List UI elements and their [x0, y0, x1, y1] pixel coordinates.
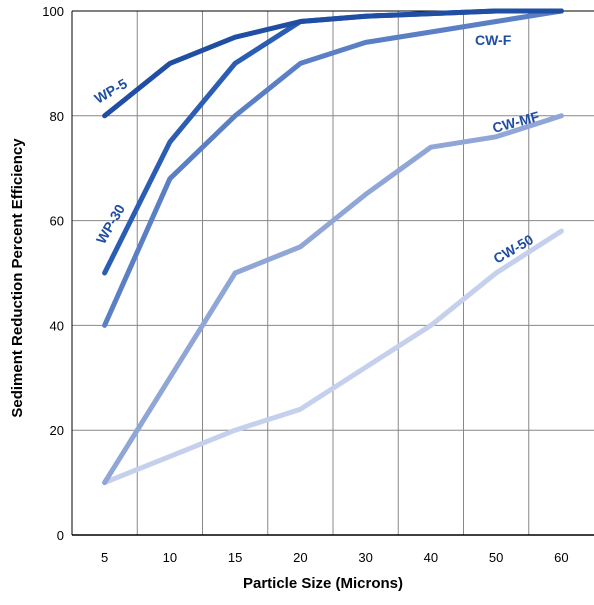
series-lines	[102, 8, 564, 486]
x-tick-label: 40	[424, 550, 438, 565]
x-tick-label: 15	[228, 550, 242, 565]
x-tick-label: 50	[489, 550, 503, 565]
y-axis-title: Sediment Reduction Percent Efficiency	[9, 138, 26, 418]
y-tick-label: 40	[50, 318, 64, 333]
series-line-cw-mf	[102, 113, 564, 486]
series-line-wp-5	[102, 8, 564, 119]
x-tick-label: 20	[293, 550, 307, 565]
x-tick-label: 10	[163, 550, 177, 565]
x-tick-labels: 5 10 15 20 30 40 50 60	[101, 550, 569, 565]
x-tick-label: 60	[554, 550, 568, 565]
y-tick-label: 60	[50, 214, 64, 229]
x-tick-label: 30	[358, 550, 372, 565]
x-axis-title: Particle Size (Microns)	[243, 575, 403, 592]
grid	[72, 11, 594, 535]
x-tick-label: 5	[101, 550, 108, 565]
y-tick-label: 0	[57, 528, 64, 543]
y-tick-label: 100	[42, 4, 64, 19]
series-label-cw-f: CW-F	[475, 32, 512, 48]
y-tick-label: 80	[50, 109, 64, 124]
y-tick-labels: 0 20 40 60 80 100	[42, 4, 64, 543]
series-line-cw-f	[102, 8, 564, 328]
y-tick-label: 20	[50, 423, 64, 438]
series-line-cw-50	[102, 228, 564, 486]
